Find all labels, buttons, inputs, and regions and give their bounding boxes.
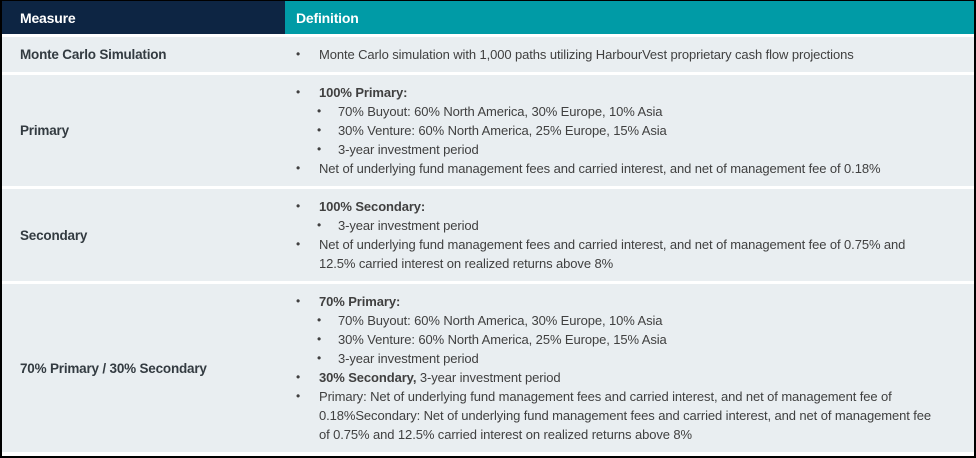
definition-cell: • 70% Primary: • 70% Buyout: 60% North Amer… xyxy=(285,284,974,452)
bullet-text: 3-year investment period xyxy=(338,349,940,368)
bullet-icon: • xyxy=(317,104,322,118)
bullet-text: 70% Buyout: 60% North America, 30% Europ… xyxy=(338,311,940,330)
bullet-text: 100% Primary: xyxy=(319,83,940,102)
bullet-icon: • xyxy=(317,142,322,156)
bullet-icon: • xyxy=(296,199,301,213)
bullet-text: Monte Carlo simulation with 1,000 paths … xyxy=(319,45,940,64)
bullet-text: 3-year investment period xyxy=(338,140,940,159)
bullet-text-normal: 70% Buyout: 60% North America, 30% Europ… xyxy=(338,104,663,119)
bullet-text: 70% Primary: xyxy=(319,292,940,311)
bullet-item: • 100% Secondary: xyxy=(285,197,940,216)
bullet-item: • 3-year investment period xyxy=(285,140,940,159)
bullet-item: • 70% Buyout: 60% North America, 30% Euro… xyxy=(285,311,940,330)
measure-label: Monte Carlo Simulation xyxy=(20,47,167,62)
bullet-icon: • xyxy=(317,218,322,232)
bullet-text-normal: 30% Venture: 60% North America, 25% Euro… xyxy=(338,332,667,347)
bullet-icon: • xyxy=(317,313,322,327)
bullet-icon: • xyxy=(317,351,322,365)
bullet-text: 30% Secondary, 3-year investment period xyxy=(319,368,940,387)
bullet-text-bold: 100% Secondary: xyxy=(319,199,426,214)
table-header-row: Measure Definition xyxy=(2,1,974,34)
bullet-item: • Net of underlying fund management fees … xyxy=(285,159,940,178)
bullet-item: • 30% Venture: 60% North America, 25% Eur… xyxy=(285,330,940,349)
bullet-text: Net of underlying fund management fees a… xyxy=(319,159,940,178)
bullet-icon: • xyxy=(296,237,301,251)
bullet-icon: • xyxy=(296,294,301,308)
bullet-item: • 30% Venture: 60% North America, 25% Eur… xyxy=(285,121,940,140)
bullet-text: Net of underlying fund management fees a… xyxy=(319,235,940,273)
bullet-item: • 70% Primary: xyxy=(285,292,940,311)
bullet-text-bold: 100% Primary: xyxy=(319,85,408,100)
definition-cell: • 100% Secondary: • 3-year investment perio… xyxy=(285,189,974,281)
table-body: Monte Carlo Simulation • Monte Carlo simul… xyxy=(2,34,974,452)
bullet-text: Primary: Net of underlying fund manageme… xyxy=(319,387,940,444)
bullet-text-normal: 3-year investment period xyxy=(338,351,479,366)
bullet-icon: • xyxy=(296,370,301,384)
bullet-text-normal: Net of underlying fund management fees a… xyxy=(319,161,881,176)
bullet-text-bold: 30% Secondary, xyxy=(319,370,417,385)
bullet-item: • 100% Primary: xyxy=(285,83,940,102)
table-row: Monte Carlo Simulation • Monte Carlo simul… xyxy=(2,34,974,72)
definition-cell: • Monte Carlo simulation with 1,000 paths… xyxy=(285,37,974,72)
bullet-icon: • xyxy=(296,389,301,403)
table-row: 70% Primary / 30% Secondary • 70% Primary:… xyxy=(2,281,974,452)
definition-cell: • 100% Primary: • 70% Buyout: 60% North Ame… xyxy=(285,75,974,186)
bullet-text: 30% Venture: 60% North America, 25% Euro… xyxy=(338,121,940,140)
column-header-measure: Measure xyxy=(2,1,285,34)
bullet-item: • Monte Carlo simulation with 1,000 paths… xyxy=(285,45,940,64)
bullet-text-normal: 70% Buyout: 60% North America, 30% Europ… xyxy=(338,313,663,328)
bullet-text-bold: 70% Primary: xyxy=(319,294,401,309)
bullet-text: 70% Buyout: 60% North America, 30% Europ… xyxy=(338,102,940,121)
column-header-definition: Definition xyxy=(285,1,974,34)
bullet-icon: • xyxy=(296,47,301,61)
bullet-icon: • xyxy=(317,332,322,346)
bullet-text-normal: 3-year investment period xyxy=(338,142,479,157)
bullet-text-normal: Net of underlying fund management fees a… xyxy=(319,237,906,271)
bullet-text-normal: 3-year investment period xyxy=(338,218,479,233)
bullet-icon: • xyxy=(296,161,301,175)
bullet-item: • 70% Buyout: 60% North America, 30% Euro… xyxy=(285,102,940,121)
bullet-item: • 3-year investment period xyxy=(285,216,940,235)
bullet-text-normal: 3-year investment period xyxy=(416,370,561,385)
bullet-text-normal: Primary: Net of underlying fund manageme… xyxy=(319,389,932,442)
measure-label: Secondary xyxy=(20,227,88,243)
bullet-item: • 30% Secondary, 3-year investment period xyxy=(285,368,940,387)
bullet-text-normal: Monte Carlo simulation with 1,000 paths … xyxy=(319,47,854,62)
bullet-icon: • xyxy=(296,85,301,99)
bullet-icon: • xyxy=(317,123,322,137)
bullet-text: 3-year investment period xyxy=(338,216,940,235)
measure-label: Primary xyxy=(20,123,69,138)
bullet-text: 30% Venture: 60% North America, 25% Euro… xyxy=(338,330,940,349)
bullet-item: • Primary: Net of underlying fund managem… xyxy=(285,387,940,444)
bullet-item: • Net of underlying fund management fees … xyxy=(285,235,940,273)
bullet-item: • 3-year investment period xyxy=(285,349,940,368)
table-row: Primary • 100% Primary: • 70% Buyout: 60% No… xyxy=(2,72,974,186)
bullet-text-normal: 30% Venture: 60% North America, 25% Euro… xyxy=(338,123,667,138)
bullet-text: 100% Secondary: xyxy=(319,197,940,216)
measure-label: 70% Primary / 30% Secondary xyxy=(20,360,207,376)
table-row: Secondary • 100% Secondary: • 3-year investm… xyxy=(2,186,974,281)
